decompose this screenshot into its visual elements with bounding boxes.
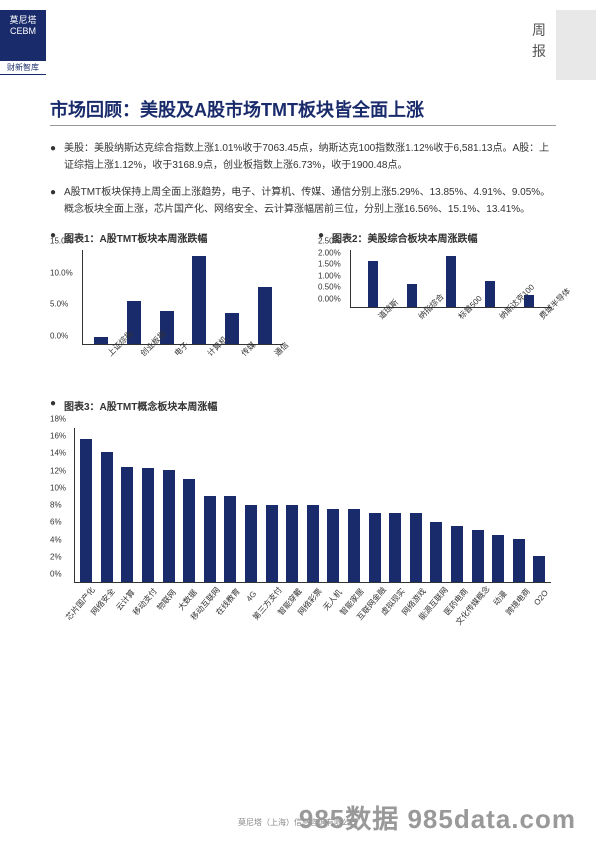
chart2-bar — [407, 284, 417, 307]
logo-text1: 莫尼塔 — [0, 15, 46, 26]
chart1-xlabel: 电子 — [172, 351, 197, 376]
chart3-ytick: 10% — [50, 483, 66, 492]
main-content: 美股：美股纳斯达克综合指数上涨1.01%收于7063.45点，纳斯达克100指数… — [50, 140, 556, 638]
header-decoration — [556, 10, 596, 80]
chart1-xlabel: 创业板指 — [138, 351, 163, 376]
chart3-bar — [245, 505, 257, 583]
chart1-bar — [94, 337, 108, 344]
report-type-label: 周 报 — [532, 20, 548, 62]
chart3-ytick: 12% — [50, 466, 66, 475]
chart1-bar — [192, 256, 206, 344]
chart3-bar — [533, 556, 545, 582]
chart1-ytick: 15.0% — [50, 237, 73, 246]
title-divider — [50, 125, 556, 126]
chart2-bar — [446, 256, 456, 307]
bullet-2: A股TMT板块保持上周全面上涨趋势，电子、计算机、传媒、通信分别上涨5.29%、… — [50, 184, 556, 218]
bullet-1: 美股：美股纳斯达克综合指数上涨1.01%收于7063.45点，纳斯达克100指数… — [50, 140, 556, 174]
chart3-bar — [472, 530, 484, 582]
chart3-bar — [410, 513, 422, 582]
chart3-ytick: 6% — [50, 518, 62, 527]
chart2-box: 0.00%0.50%1.00%1.50%2.00%2.50% 道琼斯纳指综合标普… — [318, 250, 556, 350]
logo-text2: CEBM — [0, 26, 46, 37]
chart1-title: 图表1：A股TMT板块本周涨跌幅 — [50, 230, 288, 245]
chart2-xlabel: 道琼斯 — [376, 314, 406, 344]
chart1-ytick: 0.0% — [50, 332, 68, 341]
chart3-bar — [204, 496, 216, 582]
chart2-bar — [368, 261, 378, 307]
chart1-ytick: 5.0% — [50, 300, 68, 309]
chart1-box: 0.0%5.0%10.0%15.0% 上证综指创业板指电子计算机传媒通信 — [50, 250, 288, 380]
chart1-ytick: 10.0% — [50, 268, 73, 277]
chart3-title: 图表3：A股TMT概念板块本周涨幅 — [50, 398, 556, 413]
page-title: 市场回顾：美股及A股市场TMT板块皆全面上涨 — [50, 96, 424, 122]
chart1-column: 图表1：A股TMT板块本周涨跌幅 0.0% 5.0% 10.0% 15.0% 上证综指… — [50, 230, 288, 380]
brand-logo: 莫尼塔 CEBM — [0, 10, 46, 60]
logo-subtitle: 财新智库 — [0, 60, 46, 75]
chart1-bar — [258, 287, 272, 344]
chart2-xlabel: 纳斯达克100 — [497, 314, 527, 344]
chart2-ytick: 1.50% — [318, 260, 341, 269]
chart3-ytick: 2% — [50, 552, 62, 561]
chart2-ytick: 0.00% — [318, 295, 341, 304]
chart3-bar — [348, 509, 360, 582]
chart2-ytick: 2.00% — [318, 248, 341, 257]
chart3-bar — [183, 479, 195, 582]
chart3-bar — [163, 470, 175, 582]
watermark: 985数据 985data.com — [299, 799, 576, 836]
chart3-bar — [142, 468, 154, 582]
chart2-bar — [485, 281, 495, 307]
chart3-bar — [513, 539, 525, 582]
chart2-xlabel: 费城半导体 — [537, 314, 567, 344]
chart2-xlabel: 纳指综合 — [416, 314, 446, 344]
chart-row-top: 图表1：A股TMT板块本周涨跌幅 0.0% 5.0% 10.0% 15.0% 上证综指… — [50, 230, 556, 380]
chart2-title: 图表2：美股综合板块本周涨跌幅 — [318, 230, 556, 245]
chart1-xlabel: 传媒 — [239, 351, 264, 376]
chart2-column: 图表2：美股综合板块本周涨跌幅 0.00% 0.50% 1.00% 1.50% 2.00… — [318, 230, 556, 380]
chart3-ytick: 4% — [50, 535, 62, 544]
chart3-section: 图表3：A股TMT概念板块本周涨幅 0% 2% 4% 6% 8% 10% 12% 14% 16%… — [50, 398, 556, 638]
chart3-ytick: 14% — [50, 449, 66, 458]
chart3-bars — [75, 428, 551, 582]
chart3-ytick: 18% — [50, 415, 66, 424]
chart3-bar — [286, 505, 298, 583]
chart3-bar — [307, 505, 319, 583]
chart3-ytick: 16% — [50, 432, 66, 441]
chart3-bar — [369, 513, 381, 582]
chart1-bars — [83, 250, 283, 344]
chart3-bar — [492, 535, 504, 582]
chart1-area — [82, 250, 283, 345]
chart3-bar — [121, 467, 133, 582]
chart3-bar — [389, 513, 401, 582]
chart3-xlabels: 芯片国产化网络安全云计算移动支付物联网大数据移动互联网在线教育4G第三方支付智能… — [74, 583, 551, 638]
chart2-ytick: 2.50% — [318, 237, 341, 246]
chart1-xlabel: 计算机 — [205, 351, 230, 376]
chart3-box: 0%2%4%6%8%10%12%14%16%18% 芯片国产化网络安全云计算移动… — [50, 428, 556, 638]
chart1-xlabel: 通信 — [272, 351, 297, 376]
chart1-xlabels: 上证综指创业板指电子计算机传媒通信 — [82, 345, 283, 380]
chart3-xlabel: O2O — [541, 591, 583, 626]
chart3-area — [74, 428, 551, 583]
chart3-ytick: 0% — [50, 570, 62, 579]
chart3-bar — [80, 439, 92, 582]
chart1-xlabel: 上证综指 — [105, 351, 130, 376]
chart3-bar — [101, 452, 113, 582]
chart3-bar — [451, 526, 463, 582]
chart3-ytick: 8% — [50, 501, 62, 510]
chart3-bar — [266, 505, 278, 583]
chart3-bar — [224, 496, 236, 582]
chart3-bar — [327, 509, 339, 582]
chart2-xlabels: 道琼斯纳指综合标普500纳斯达克100费城半导体 — [350, 308, 551, 350]
chart2-ytick: 1.00% — [318, 271, 341, 280]
chart3-bar — [430, 522, 442, 582]
chart2-ytick: 0.50% — [318, 283, 341, 292]
chart2-xlabel: 标普500 — [456, 314, 486, 344]
